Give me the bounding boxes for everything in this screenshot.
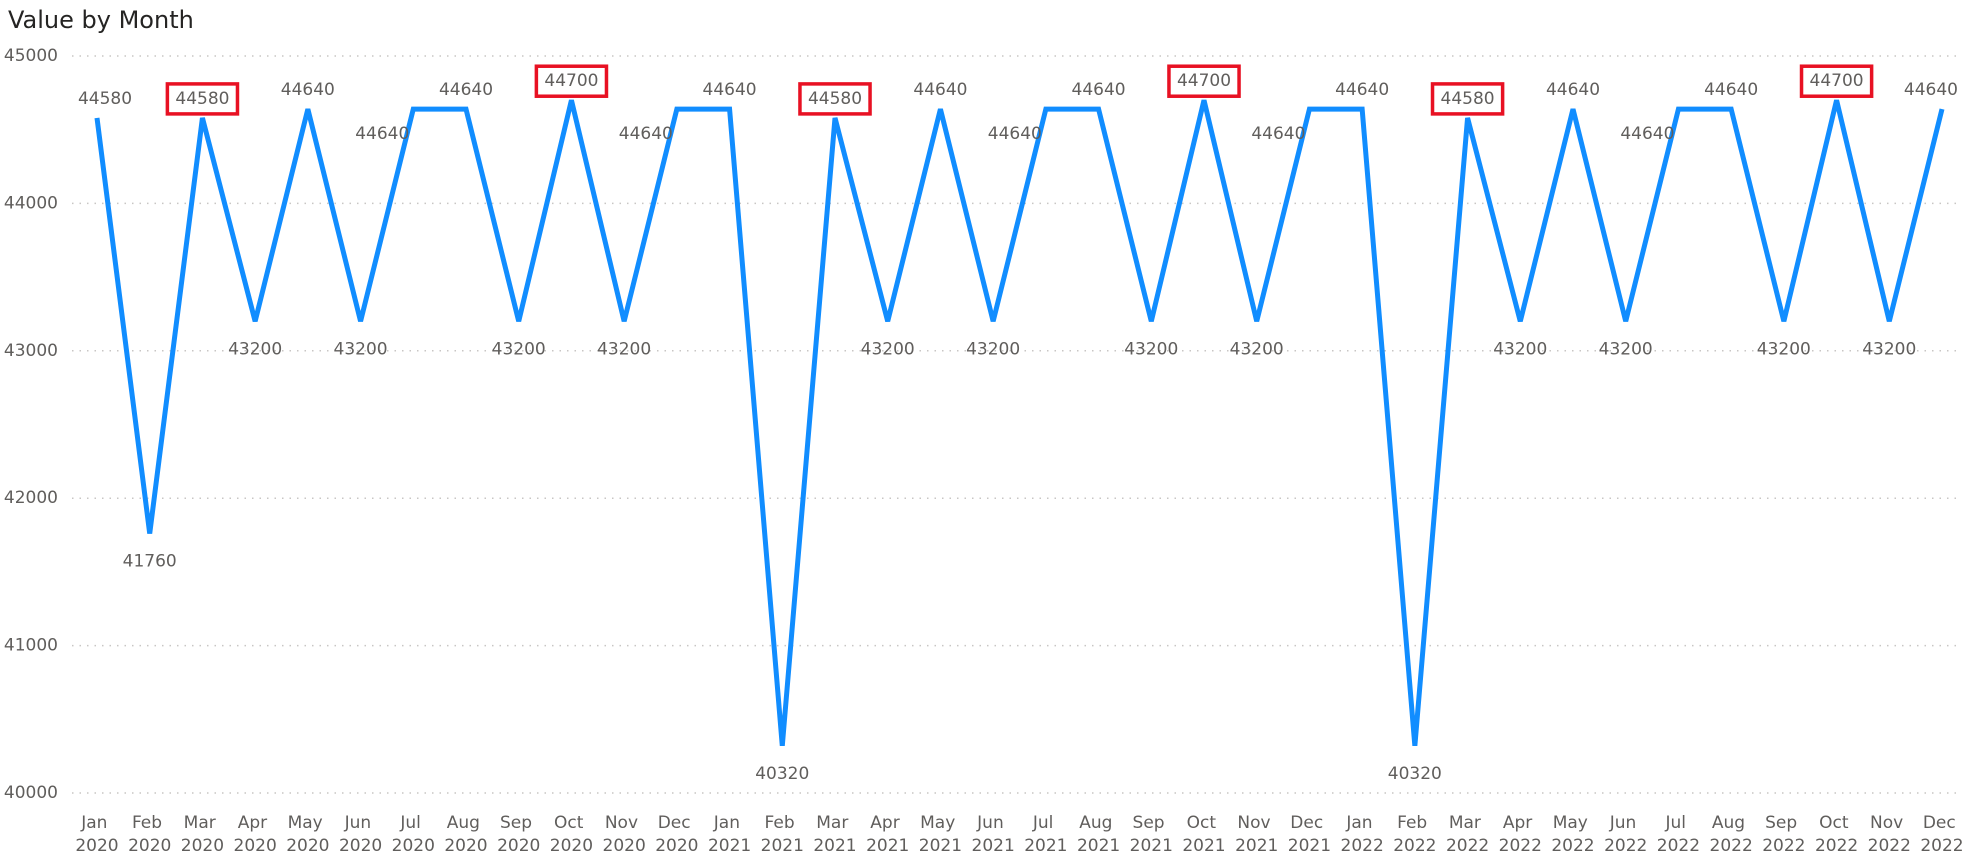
y-tick-label: 45000	[4, 46, 58, 66]
x-tick-label: Oct 2022	[1815, 813, 1858, 856]
x-tick-label: Mar 2020	[181, 813, 224, 856]
x-tick-label: Jan 2020	[75, 813, 118, 856]
y-tick-label: 40000	[4, 783, 58, 803]
highlight-box	[165, 82, 240, 116]
x-tick-label: Jan 2021	[708, 813, 751, 856]
highlight-box	[1167, 64, 1241, 98]
x-tick-label: May 2021	[919, 813, 962, 856]
data-label: 43200	[861, 339, 915, 359]
data-label: 44640	[1620, 124, 1674, 144]
data-label: 44640	[988, 124, 1042, 144]
x-tick-label: Nov 2022	[1868, 813, 1911, 856]
y-tick-label: 43000	[4, 341, 58, 361]
x-tick-label: Jul 2022	[1657, 813, 1700, 856]
x-tick-label: Feb 2022	[1393, 813, 1436, 856]
highlight-box	[534, 64, 609, 98]
x-tick-label: Dec 2020	[655, 813, 698, 856]
highlight-box	[1430, 82, 1505, 116]
highlight-box	[798, 82, 872, 116]
data-label: 43200	[228, 339, 282, 359]
x-tick-label: Aug 2022	[1710, 813, 1753, 856]
highlight-box	[1799, 64, 1874, 98]
data-label: 44700	[1177, 71, 1231, 91]
x-tick-label: Jul 2020	[392, 813, 435, 856]
x-tick-label: Feb 2020	[128, 813, 171, 856]
line	[94, 99, 1945, 747]
x-tick-label: Jun 2022	[1604, 813, 1647, 856]
x-tick-label: Oct 2020	[550, 813, 593, 856]
x-tick-label: Aug 2020	[444, 813, 487, 856]
x-tick-label: Apr 2022	[1499, 813, 1542, 856]
data-label: 40320	[755, 764, 809, 784]
data-label: 44640	[1335, 80, 1389, 100]
data-label: 44700	[544, 71, 598, 91]
x-tick-label: Aug 2021	[1077, 813, 1120, 856]
x-tick-label: Mar 2021	[813, 813, 856, 856]
x-tick-label: Nov 2020	[603, 813, 646, 856]
y-tick-label: 42000	[4, 488, 58, 508]
data-label: 44640	[281, 80, 335, 100]
data-label: 44640	[619, 124, 673, 144]
data-label: 44580	[1441, 89, 1495, 109]
x-tick-label: Oct 2021	[1182, 813, 1225, 856]
data-label: 44580	[78, 89, 132, 109]
y-tick-label: 44000	[4, 193, 58, 213]
data-label: 43200	[1124, 339, 1178, 359]
x-tick-label: Feb 2021	[761, 813, 804, 856]
data-label: 44640	[439, 80, 493, 100]
x-tick-label: May 2020	[286, 813, 329, 856]
data-label: 43200	[1757, 339, 1811, 359]
data-label: 43200	[966, 339, 1020, 359]
data-label: 44640	[1704, 80, 1758, 100]
data-label: 43200	[1230, 339, 1284, 359]
data-label: 43200	[1862, 339, 1916, 359]
data-label: 44580	[808, 89, 862, 109]
data-label: 44640	[1251, 124, 1305, 144]
data-label: 44640	[355, 124, 409, 144]
data-label: 44640	[913, 80, 967, 100]
x-tick-label: Sep 2022	[1762, 813, 1805, 856]
x-tick-label: Dec 2022	[1920, 813, 1963, 856]
data-label: 43200	[1493, 339, 1547, 359]
x-tick-label: Mar 2022	[1446, 813, 1489, 856]
chart-title: Value by Month	[8, 6, 194, 34]
x-tick-label: Jun 2020	[339, 813, 382, 856]
x-tick-label: Jan 2022	[1341, 813, 1384, 856]
x-tick-label: Apr 2021	[866, 813, 909, 856]
data-label: 44640	[1904, 80, 1958, 100]
data-label: 43200	[597, 339, 651, 359]
x-tick-label: Sep 2021	[1130, 813, 1173, 856]
x-tick-label: May 2022	[1551, 813, 1594, 856]
data-label: 44640	[1072, 80, 1126, 100]
data-label: 41760	[123, 552, 177, 572]
x-tick-label: Apr 2020	[234, 813, 277, 856]
data-label: 43200	[492, 339, 546, 359]
x-tick-label: Jun 2021	[972, 813, 1015, 856]
data-label: 44640	[1546, 80, 1600, 100]
x-tick-label: Jul 2021	[1024, 813, 1067, 856]
data-label: 43200	[334, 339, 388, 359]
data-label: 43200	[1599, 339, 1653, 359]
data-label: 44640	[703, 80, 757, 100]
x-tick-label: Sep 2020	[497, 813, 540, 856]
data-label: 44700	[1810, 71, 1864, 91]
data-label: 44580	[175, 89, 229, 109]
x-tick-label: Nov 2021	[1235, 813, 1278, 856]
data-label: 40320	[1388, 764, 1442, 784]
x-tick-label: Dec 2021	[1288, 813, 1331, 856]
y-tick-label: 41000	[4, 636, 58, 656]
